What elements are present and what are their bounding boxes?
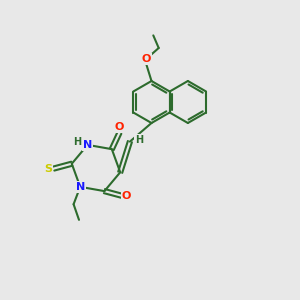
Text: N: N — [83, 140, 92, 150]
Text: S: S — [44, 164, 52, 173]
Text: O: O — [141, 54, 151, 64]
Text: O: O — [122, 191, 131, 201]
Text: N: N — [76, 182, 85, 192]
Text: H: H — [73, 137, 81, 148]
Text: O: O — [115, 122, 124, 132]
Text: H: H — [135, 135, 143, 145]
